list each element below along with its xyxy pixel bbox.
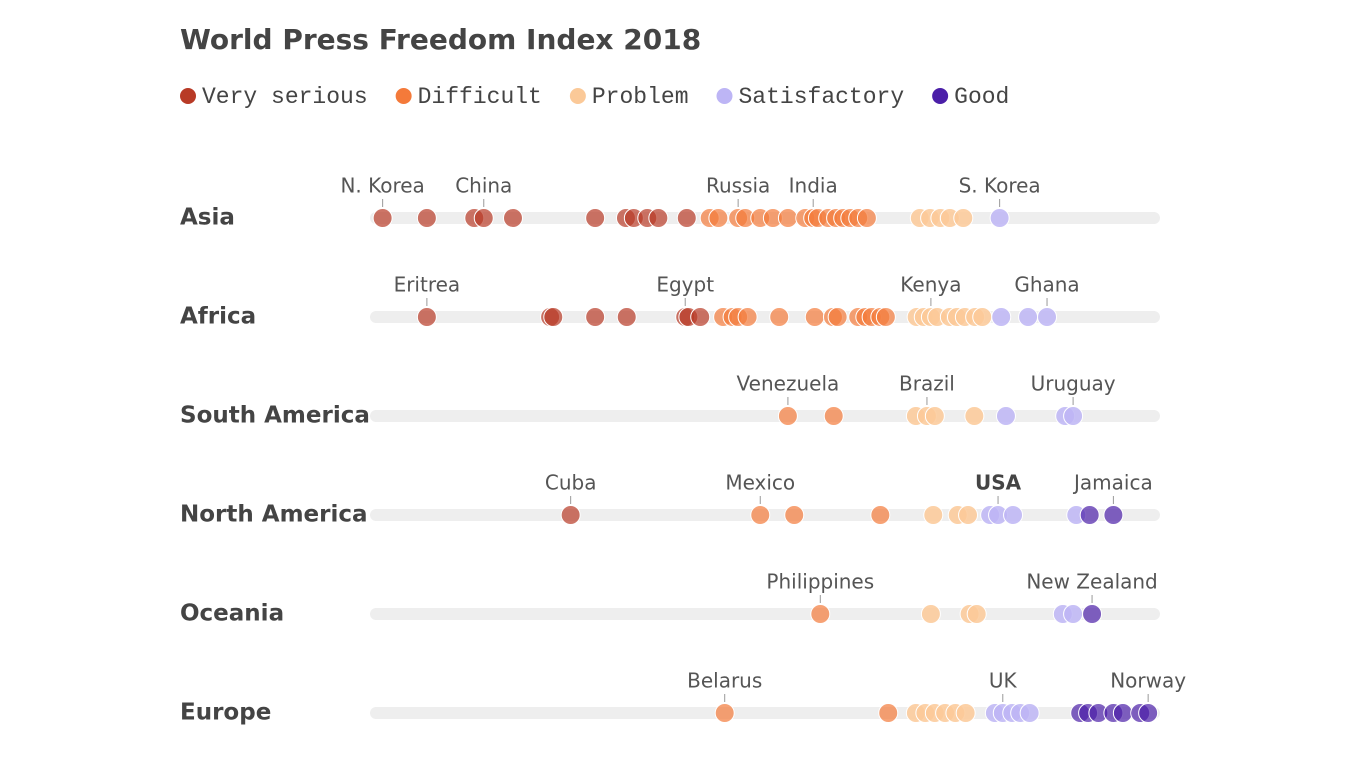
legend-swatch: [395, 88, 412, 104]
annotation: S. Korea: [959, 174, 1041, 198]
dot: [991, 307, 1012, 327]
dot: [856, 208, 877, 228]
annotation: Eritrea: [394, 273, 461, 297]
legend-label: Difficult: [418, 84, 542, 110]
row-label: Oceania: [180, 601, 284, 627]
dot: [1019, 703, 1040, 723]
annotation: Ghana: [1014, 273, 1079, 297]
annotation: India: [789, 174, 838, 198]
dot: [823, 406, 844, 426]
dot: [1063, 604, 1084, 624]
annotation: Cuba: [545, 471, 597, 495]
dot: [690, 307, 711, 327]
dot: [923, 505, 944, 525]
dot: [416, 307, 437, 327]
dot: [784, 505, 805, 525]
annotation: Belarus: [687, 669, 762, 693]
annotation: Russia: [706, 174, 770, 198]
legend-swatch: [932, 88, 949, 104]
legend: Very serious Difficult Problem Satisfactory…: [180, 84, 1009, 110]
chart-title: World Press Freedom Index 2018: [180, 23, 701, 56]
legend-swatch: [180, 88, 196, 104]
dot: [560, 505, 581, 525]
annotation: UK: [989, 669, 1018, 693]
legend-label: Very serious: [202, 84, 368, 110]
dot: [1112, 703, 1133, 723]
annotation: Uruguay: [1031, 372, 1116, 396]
plot: Asia N. Korea China Russia India S. Korea Afri…: [180, 174, 1186, 726]
dot: [1138, 703, 1159, 723]
dot: [543, 307, 564, 327]
dot: [750, 505, 771, 525]
legend-label: Satisfactory: [739, 84, 905, 110]
dot: [648, 208, 669, 228]
dot: [878, 703, 899, 723]
dot: [964, 406, 985, 426]
annotation: Brazil: [899, 372, 955, 396]
annotation: Philippines: [766, 570, 874, 594]
dot: [955, 703, 976, 723]
dot: [1018, 307, 1039, 327]
row-label: South America: [180, 403, 370, 429]
dot: [737, 307, 758, 327]
annotation: USA: [975, 471, 1022, 495]
dot: [714, 703, 735, 723]
dot: [810, 604, 831, 624]
dot: [769, 307, 790, 327]
dot: [1082, 604, 1103, 624]
track: [370, 410, 1160, 422]
dot: [875, 307, 896, 327]
dot: [1103, 505, 1124, 525]
dot: [416, 208, 437, 228]
dot: [616, 307, 637, 327]
legend-swatch: [716, 88, 733, 104]
row-label: Europe: [180, 700, 271, 726]
dot: [708, 208, 729, 228]
row-label: Africa: [180, 304, 256, 330]
dot: [995, 406, 1016, 426]
dot: [966, 604, 987, 624]
dot: [585, 208, 606, 228]
dot: [1063, 406, 1084, 426]
annotation: China: [455, 174, 512, 198]
dot: [502, 208, 523, 228]
dot: [953, 208, 974, 228]
annotation: Norway: [1110, 669, 1186, 693]
row-label: North America: [180, 502, 368, 528]
legend-label: Good: [954, 84, 1009, 110]
annotation: Egypt: [656, 273, 714, 297]
dot: [972, 307, 993, 327]
dot: [924, 406, 945, 426]
dot: [585, 307, 606, 327]
dot: [1003, 505, 1024, 525]
legend-swatch: [569, 88, 586, 104]
dot: [1079, 505, 1100, 525]
legend-label: Problem: [592, 84, 689, 110]
annotation: Kenya: [900, 273, 961, 297]
dot: [920, 604, 941, 624]
dot: [777, 406, 798, 426]
annotation: Mexico: [725, 471, 795, 495]
row-label: Asia: [180, 205, 235, 231]
dot: [676, 208, 697, 228]
dot: [473, 208, 494, 228]
track: [370, 707, 1160, 719]
annotation: N. Korea: [340, 174, 424, 198]
dot: [958, 505, 979, 525]
annotation: Venezuela: [737, 372, 840, 396]
dot: [1037, 307, 1058, 327]
dot: [777, 208, 798, 228]
dot: [827, 307, 848, 327]
dot: [804, 307, 825, 327]
dot: [372, 208, 393, 228]
dot: [989, 208, 1010, 228]
dot: [870, 505, 891, 525]
annotation: Jamaica: [1072, 471, 1153, 495]
track: [370, 608, 1160, 620]
annotation: New Zealand: [1026, 570, 1157, 594]
